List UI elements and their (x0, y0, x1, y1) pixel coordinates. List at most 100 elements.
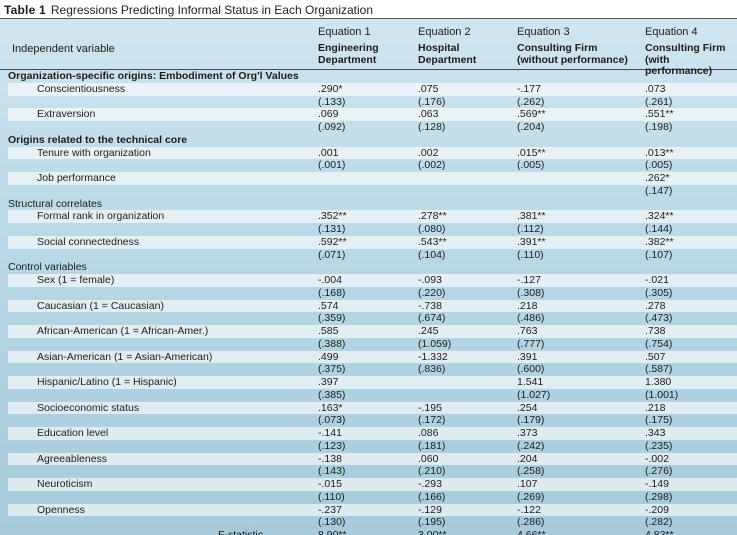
cell-standard-error: (.235) (645, 439, 673, 452)
equation-label: Equation 2 (418, 26, 471, 38)
table-row: (.130) (.195) (.286) (.282) (0, 516, 737, 529)
cell-coefficient: .262* (645, 172, 670, 184)
row-label: Job performance (37, 172, 116, 184)
cell-coefficient: .551** (645, 108, 674, 121)
cell-coefficient: .592** (318, 235, 347, 248)
table-row: Agreeableness -.138 .060 .204 -.002 (0, 452, 737, 466)
table-header-row: Independent variable Equation 1 Engineer… (0, 19, 737, 77)
row-label-empty (0, 96, 318, 109)
cell-coefficient: .163* (318, 401, 343, 414)
cell-coefficient: .278** (418, 210, 447, 223)
cell-standard-error: (.175) (645, 414, 673, 427)
row-label: Sex (1 = female) (37, 274, 115, 286)
cell-coefficient: -.141 (318, 427, 342, 439)
row-label: Hispanic/Latino (1 = Hispanic) (37, 376, 177, 388)
table-row: Conscientiousness .290* .075 -.177 .073 (0, 82, 737, 96)
cell-coefficient: -.738 (418, 299, 442, 312)
cell-standard-error: (.002) (418, 159, 446, 172)
cell-standard-error: (.110) (318, 490, 345, 503)
cell-coefficient: .574 (318, 299, 339, 312)
table-number: Table 1 (4, 3, 46, 17)
row-label-empty (0, 363, 318, 376)
cell-coefficient (418, 172, 517, 185)
row-label-empty (0, 185, 318, 198)
cell-coefficient: 1.380 (645, 376, 672, 388)
row-label-empty (0, 516, 318, 529)
table-row: (.388) (1.059) (.777) (.754) (0, 338, 737, 351)
cell-coefficient: .381** (517, 210, 546, 223)
cell-coefficient: -.093 (418, 274, 442, 286)
table-row: Sex (1 = female) -.004 -.093 -.127 -.021 (0, 274, 737, 287)
cell-standard-error: (.262) (517, 95, 545, 108)
cell-coefficient: .086 (418, 427, 439, 439)
row-label-empty (0, 491, 318, 504)
cell-stat-value: 8.90** (318, 529, 347, 535)
organization-name: Hospital Department (418, 42, 477, 66)
table-row: (.123) (.181) (.242) (.235) (0, 440, 737, 453)
cell-coefficient: .278 (645, 299, 666, 312)
cell-standard-error (517, 185, 645, 198)
section-label: Organization-specific origins: Embodimen… (8, 70, 299, 82)
table-row: Formal rank in organization .352** .278**.… (0, 210, 737, 223)
cell-standard-error: (1.027) (517, 388, 551, 401)
cell-coefficient: .382** (645, 235, 674, 248)
cell-standard-error: (.107) (645, 248, 673, 261)
cell-standard-error: (.123) (318, 439, 346, 452)
cell-standard-error: (.195) (418, 516, 446, 529)
cell-coefficient: .063 (418, 108, 439, 121)
cell-coefficient: .763 (517, 325, 538, 337)
table-row: (.092) (.128) (.204) (.198) (0, 121, 737, 134)
cell-standard-error (318, 185, 418, 198)
table-row: (.110) (.166) (.269) (.298) (0, 491, 737, 504)
column-header-equation-1: Equation 1 Engineering Department (318, 19, 418, 78)
row-label: Openness (37, 503, 85, 516)
table-row: (.131) (.080) (.112) (.144) (0, 223, 737, 236)
section-label: Structural correlates (8, 197, 102, 210)
cell-coefficient: .499 (318, 350, 339, 363)
row-label: Tenure with organization (37, 146, 151, 159)
table-row: Openness -.237 -.129 -.122 -.209 (0, 503, 737, 517)
cell-coefficient: .013** (645, 146, 674, 159)
cell-standard-error: (.181) (418, 439, 446, 452)
cell-standard-error: (.131) (318, 223, 346, 235)
table-body: Organization-specific origins: Embodimen… (0, 70, 737, 535)
table-row: (.375) (.836) (.600) (.587) (0, 363, 737, 376)
cell-coefficient: -.129 (418, 503, 442, 516)
cell-standard-error: (.587) (645, 363, 673, 376)
cell-standard-error: (.242) (517, 439, 545, 452)
table-row: Hispanic/Latino (1 = Hispanic) .397 1.541 1… (0, 376, 737, 389)
cell-standard-error: (.147) (645, 184, 673, 197)
cell-standard-error: (.179) (517, 414, 545, 427)
organization-name: Consulting Firm (without performance) (517, 42, 628, 66)
cell-coefficient: .373 (517, 427, 538, 439)
cell-coefficient: -.015 (318, 478, 342, 490)
cell-coefficient: .218 (645, 401, 666, 414)
equation-label: Equation 4 (645, 26, 698, 38)
cell-standard-error (418, 389, 517, 402)
table-row: (.147) (0, 185, 737, 198)
row-label-empty (0, 287, 318, 300)
table-row: Tenure with organization .001 .002 .015** .0… (0, 146, 737, 160)
cell-coefficient: .391 (517, 350, 538, 363)
cell-standard-error: (1.059) (418, 337, 452, 350)
section-label: Control variables (8, 261, 87, 274)
cell-coefficient (517, 172, 645, 185)
cell-standard-error: (.073) (318, 414, 346, 427)
row-label: Neuroticism (37, 478, 93, 490)
section-label: Origins related to the technical core (8, 133, 188, 146)
table-row: Asian-American (1 = Asian-American) .499 -… (0, 350, 737, 364)
table-row: African-American (1 = African-Amer.) .585… (0, 325, 737, 338)
table-row: (.071) (.104) (.110) (.107) (0, 249, 737, 262)
cell-standard-error: (.486) (517, 312, 545, 325)
cell-standard-error: (.144) (645, 223, 673, 235)
cell-coefficient: .352** (318, 210, 347, 223)
table-row: (.359) (.674) (.486) (.473) (0, 312, 737, 325)
row-label-empty (0, 159, 318, 172)
cell-standard-error: (.172) (418, 414, 446, 427)
cell-coefficient: -.149 (645, 478, 669, 490)
cell-standard-error: (.385) (318, 388, 346, 401)
cell-coefficient: -.293 (418, 478, 442, 490)
cell-standard-error: (.001) (318, 159, 346, 172)
cell-standard-error: (.305) (645, 286, 673, 299)
cell-standard-error: (.130) (318, 516, 346, 529)
